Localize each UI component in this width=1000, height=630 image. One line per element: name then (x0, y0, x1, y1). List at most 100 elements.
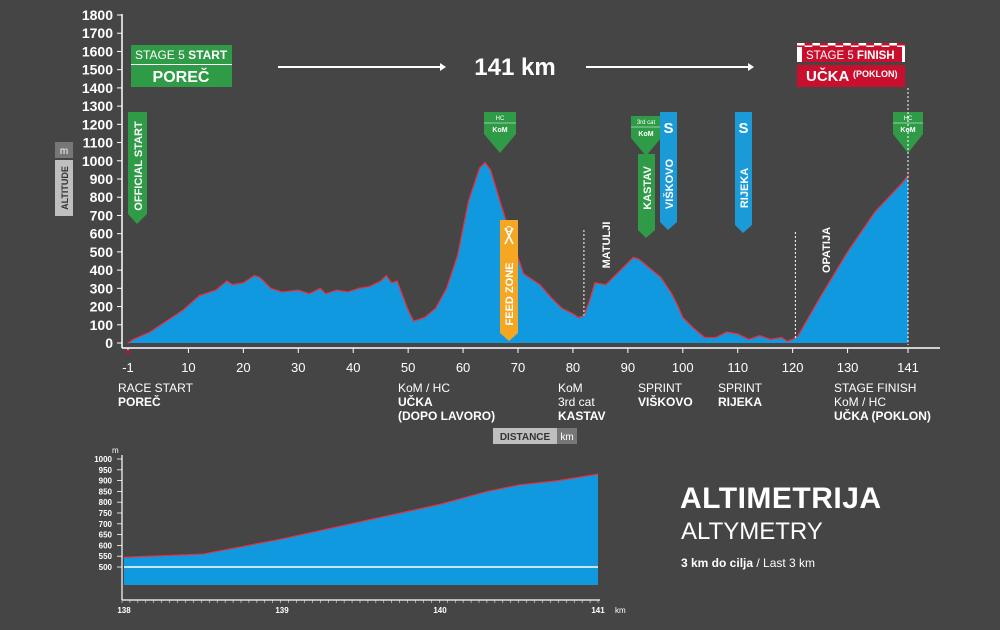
svg-text:SPRINT: SPRINT (638, 381, 683, 395)
inset-elevation-point (202, 553, 204, 555)
y-tick-label: 1300 (82, 98, 113, 114)
inset-y-tick-label: 650 (99, 531, 113, 540)
checker-square (858, 45, 867, 48)
elevation-point (149, 331, 151, 333)
checker-square (812, 45, 821, 48)
checker-square (827, 45, 836, 48)
svg-text:VIŠKOVO: VIŠKOVO (638, 394, 693, 409)
distance-label-box (493, 428, 557, 444)
checker-square (820, 45, 828, 48)
kom1-pointer (484, 134, 516, 153)
elevation-point (792, 338, 794, 340)
race-start-caption: RACE START POREČ (118, 381, 194, 409)
elevation-point (396, 280, 398, 282)
svg-text:SPRINT: SPRINT (718, 381, 763, 395)
inset-elevation-point (518, 484, 520, 486)
finish-banner-text: STAGE 5 FINISH (806, 50, 895, 62)
checker-square (843, 45, 851, 48)
inset-y-unit: m (112, 446, 119, 455)
svg-text:KoM / HC: KoM / HC (834, 395, 886, 409)
footer-title: ALTIMETRIJA (680, 482, 882, 515)
kom3-cat: HC (904, 116, 913, 122)
x-tick-label: 60 (456, 360, 470, 375)
y-tick-label: 1700 (82, 25, 113, 41)
checker-square (889, 43, 898, 46)
start-town-box (131, 65, 232, 87)
elevation-point (797, 335, 799, 337)
inset-y-tick-label: 750 (99, 509, 113, 518)
elevation-point (132, 338, 135, 340)
svg-text:KASTAV: KASTAV (558, 409, 606, 423)
checker-side (902, 47, 905, 62)
y-tick-label: 300 (90, 280, 114, 296)
rijeka-label: RIJEKA (739, 168, 751, 208)
start-banner-text: STAGE 5 START (135, 48, 228, 62)
y-tick-label: 900 (90, 171, 114, 187)
elevation-point (577, 316, 580, 319)
elevation-point (358, 287, 360, 289)
kom1-label: KoM (492, 127, 507, 134)
elevation-point (413, 320, 415, 322)
y-tick-label: 1800 (82, 7, 113, 23)
kom2-label: KoM (638, 131, 653, 138)
elevation-point (627, 262, 629, 264)
checker-square (881, 43, 890, 46)
kom2-pointer (631, 138, 661, 156)
elevation-point (671, 293, 673, 295)
altitude-unit-box (55, 142, 73, 158)
matulji-label: MATULJI (601, 222, 613, 269)
elevation-point (907, 174, 909, 176)
inset-y-tick-label: 800 (99, 498, 113, 507)
finish-caption: STAGE FINISH KoM / HC UČKA (POKLON) (834, 381, 931, 423)
x-tick-label: 40 (346, 360, 360, 375)
kastav-label: KASTAV (642, 166, 654, 210)
y-tick-label: 200 (90, 299, 114, 315)
svg-text:RIJEKA: RIJEKA (718, 395, 762, 409)
checker-square (881, 45, 890, 48)
kastav-flag (638, 154, 655, 238)
x-tick-label: 130 (837, 360, 859, 375)
footer-subtitle: ALTYMETRY (681, 518, 823, 545)
elevation-point (676, 304, 678, 306)
inset-elevation-point (281, 538, 283, 540)
checker-square (874, 45, 882, 48)
checker-square (797, 43, 805, 46)
checker-square (827, 43, 836, 46)
inset-y-tick-label: 850 (99, 487, 113, 496)
checker-square (866, 43, 874, 46)
y-tick-label: 1000 (82, 153, 113, 169)
inset-elevation-point (557, 480, 560, 482)
elevation-point (704, 336, 706, 339)
elevation-point (781, 336, 783, 339)
y-tick-label: 0 (105, 335, 113, 351)
elevation-point (281, 291, 283, 293)
checker-square (812, 43, 821, 46)
elevation-point (385, 274, 387, 277)
inset-y-tick-label: 1000 (94, 455, 112, 464)
elevation-point (369, 285, 371, 288)
elevation-point (270, 287, 272, 289)
start-dot (126, 350, 130, 354)
altitude-label: ALTITUDE (60, 166, 70, 210)
elevation-point (748, 338, 750, 340)
elevation-point (215, 289, 217, 291)
elevation-point (500, 205, 503, 207)
elevation-point (605, 284, 607, 286)
svg-text:KoM: KoM (558, 381, 583, 395)
checker-square (835, 43, 844, 46)
sprint1-caption: SPRINT VIŠKOVO (638, 381, 693, 409)
elevation-point (489, 169, 492, 171)
elevation-point (308, 293, 310, 295)
elevation-point (539, 284, 541, 286)
kom3-pointer (893, 134, 923, 153)
elevation-point (380, 280, 382, 282)
y-tick-label: 600 (90, 226, 114, 242)
inset-elevation-point (360, 521, 362, 523)
elevation-point (786, 340, 788, 342)
x-tick-label: 90 (621, 360, 635, 375)
x-tick-label: 141 (897, 360, 919, 375)
y-tick-group: 0 100 200 300 400 500 600 700 800 900 1000 1100 1200… (82, 7, 122, 351)
x-tick-group: -1 10 20 30 40 50 60 70 80 90 100 110 120 130 141 (122, 348, 919, 375)
elevation-point (561, 307, 563, 309)
